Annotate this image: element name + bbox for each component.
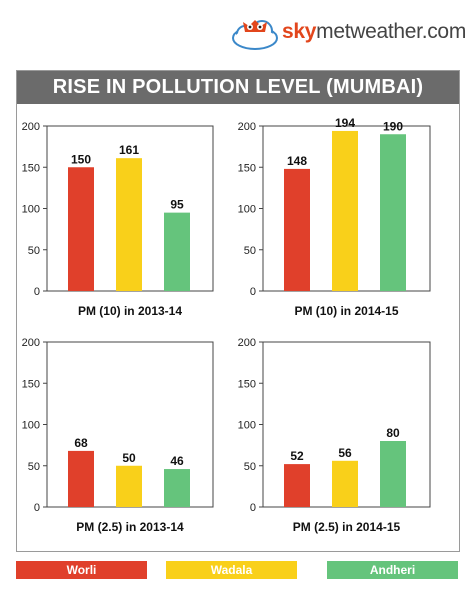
legend-item-worli: Worli [16,561,147,579]
brand-rest: metweather.com [316,20,467,43]
y-tick-label: 50 [28,245,40,257]
site-logo: skymetweather.com [228,10,468,54]
data-label: 148 [287,154,307,168]
y-tick-label: 200 [22,337,40,349]
y-tick-label: 50 [244,245,256,257]
page-title: RISE IN POLLUTION LEVEL (MUMBAI) [17,71,459,104]
bar-wadala [332,130,358,291]
y-tick-label: 150 [22,378,40,390]
bar-worli [68,167,94,291]
bar-wadala [332,460,358,507]
bar-wadala [116,465,142,507]
bar-worli [68,450,94,507]
y-tick-label: 0 [250,502,256,514]
y-tick-label: 100 [238,420,256,432]
legend-item-andheri: Andheri [327,561,458,579]
legend-item-wadala: Wadala [166,561,297,579]
data-label: 161 [119,143,139,157]
y-tick-label: 200 [238,337,256,349]
y-tick-label: 200 [238,121,256,133]
bar-worli [284,168,310,291]
y-tick-label: 50 [28,461,40,473]
y-tick-label: 200 [22,121,40,133]
chart-caption: PM (10) in 2014-15 [294,304,398,318]
y-tick-label: 150 [238,378,256,390]
y-tick-label: 150 [22,162,40,174]
chart-caption: PM (2.5) in 2013-14 [76,520,184,534]
y-tick-label: 0 [34,286,40,298]
chart-caption: PM (10) in 2013-14 [78,304,182,318]
data-label: 150 [71,152,91,166]
cloud-owl-icon [232,20,278,50]
bar-andheri [164,212,190,291]
data-label: 46 [170,454,184,468]
data-label: 80 [386,426,400,440]
data-label: 56 [338,446,352,460]
y-tick-label: 100 [22,204,40,216]
brand-name: skymetweather.com [282,20,466,44]
bar-andheri [380,441,406,507]
y-tick-label: 0 [250,286,256,298]
y-tick-label: 50 [244,461,256,473]
data-label: 68 [74,436,88,450]
bar-andheri [380,134,406,291]
chart-caption: PM (2.5) in 2014-15 [293,520,401,534]
bar-andheri [164,469,190,507]
data-label: 194 [335,116,355,130]
bar-wadala [116,158,142,291]
data-label: 50 [122,451,136,465]
y-tick-label: 100 [238,204,256,216]
bar-worli [284,464,310,507]
data-label: 190 [383,119,403,133]
data-label: 52 [290,449,304,463]
y-tick-label: 0 [34,502,40,514]
brand-sky: sky [282,20,317,43]
data-label: 95 [170,198,184,212]
y-tick-label: 100 [22,420,40,432]
y-tick-label: 150 [238,162,256,174]
